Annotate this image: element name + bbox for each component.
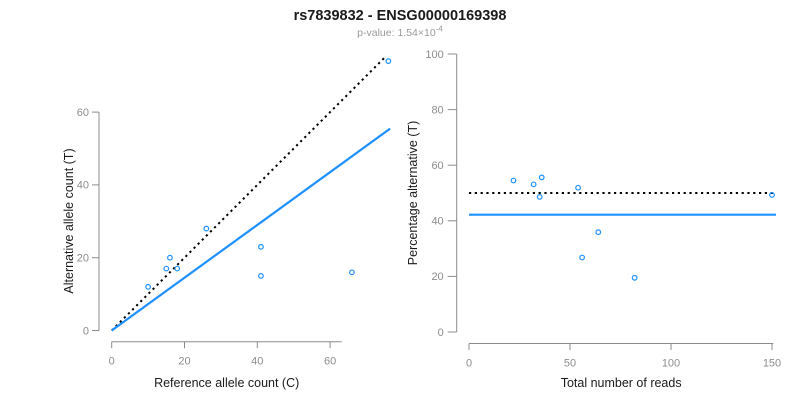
y-tick-label: 20 <box>77 253 89 265</box>
x-tick-label: 0 <box>466 358 472 370</box>
x-axis-title: Total number of reads <box>561 376 682 390</box>
y-tick-label: 100 <box>425 49 443 61</box>
x-tick-label: 60 <box>324 356 336 368</box>
percentage-alternative-scatter: 0 20 40 60 80 100 0 50 100 150 Total number of rea… <box>406 49 781 390</box>
x-axis-title: Reference allele count (C) <box>154 376 299 390</box>
data-point <box>385 58 392 65</box>
data-point <box>349 269 355 276</box>
data-point <box>530 181 537 188</box>
data-point <box>167 254 173 261</box>
figure-title: rs7839832 - ENSG00000169398 <box>294 8 507 24</box>
y-axis-title: Alternative allele count (T) <box>62 148 76 293</box>
y-tick-label: 20 <box>431 271 443 283</box>
data-point <box>258 273 264 279</box>
data-point <box>510 177 517 184</box>
data-point <box>174 265 181 272</box>
y-tick-label: 0 <box>83 325 89 337</box>
data-point <box>538 174 545 181</box>
x-tick-label: 50 <box>564 358 576 370</box>
allele-count-scatter: 0 20 40 60 0 20 40 60 Reference allele count (C)… <box>62 54 392 390</box>
x-tick-label: 40 <box>251 356 263 368</box>
x-tick-label: 0 <box>109 356 115 368</box>
figure-subtitle: p-value: 1.54×10-4 <box>357 25 443 40</box>
x-tick-label: 20 <box>178 356 190 368</box>
data-point <box>536 193 543 200</box>
data-point <box>579 254 586 261</box>
y-tick-label: 80 <box>431 104 443 116</box>
data-point <box>631 274 638 281</box>
data-point <box>145 283 152 290</box>
fitted-ratio-line <box>111 127 391 332</box>
identity-line <box>110 54 388 332</box>
data-point <box>575 184 581 191</box>
y-tick-label: 40 <box>77 180 89 192</box>
y-tick-label: 60 <box>431 160 443 172</box>
data-point <box>595 229 602 236</box>
plots-group: 0 20 40 60 0 20 40 60 Reference allele count (C)… <box>62 49 781 390</box>
x-tick-label: 150 <box>763 358 781 370</box>
data-point <box>769 192 775 198</box>
y-tick-label: 60 <box>77 107 89 119</box>
x-tick-label: 100 <box>662 358 680 370</box>
pvalue-exponent: -4 <box>436 25 444 34</box>
data-point <box>258 243 264 250</box>
data-point <box>203 225 210 232</box>
y-tick-label: 0 <box>438 327 444 339</box>
y-tick-label: 40 <box>431 216 443 228</box>
pvalue-text: p-value: 1.54×10 <box>357 27 436 39</box>
data-point <box>163 265 170 272</box>
y-axis-title: Percentage alternative (T) <box>406 121 420 266</box>
